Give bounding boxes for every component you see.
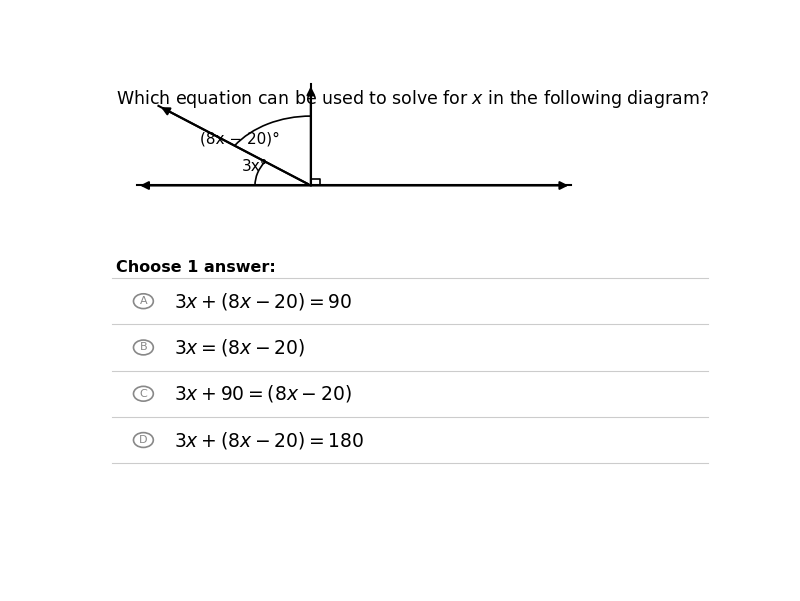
Text: 3x°: 3x° [242, 159, 268, 174]
Text: D: D [139, 435, 148, 445]
Text: (8x − 20)°: (8x − 20)° [200, 132, 280, 147]
Text: Which equation can be used to solve for $x$ in the following diagram?: Which equation can be used to solve for … [115, 88, 709, 111]
Text: Choose 1 answer:: Choose 1 answer: [115, 260, 275, 275]
Text: A: A [139, 296, 147, 306]
Text: $3x = (8x - 20)$: $3x = (8x - 20)$ [174, 337, 306, 358]
Text: C: C [139, 389, 147, 398]
Text: $3x + (8x - 20) = 180$: $3x + (8x - 20) = 180$ [174, 430, 365, 451]
Text: $3x + 90 = (8x - 20)$: $3x + 90 = (8x - 20)$ [174, 383, 352, 404]
Text: $3x + (8x - 20) = 90$: $3x + (8x - 20) = 90$ [174, 291, 353, 312]
Text: B: B [139, 343, 147, 352]
